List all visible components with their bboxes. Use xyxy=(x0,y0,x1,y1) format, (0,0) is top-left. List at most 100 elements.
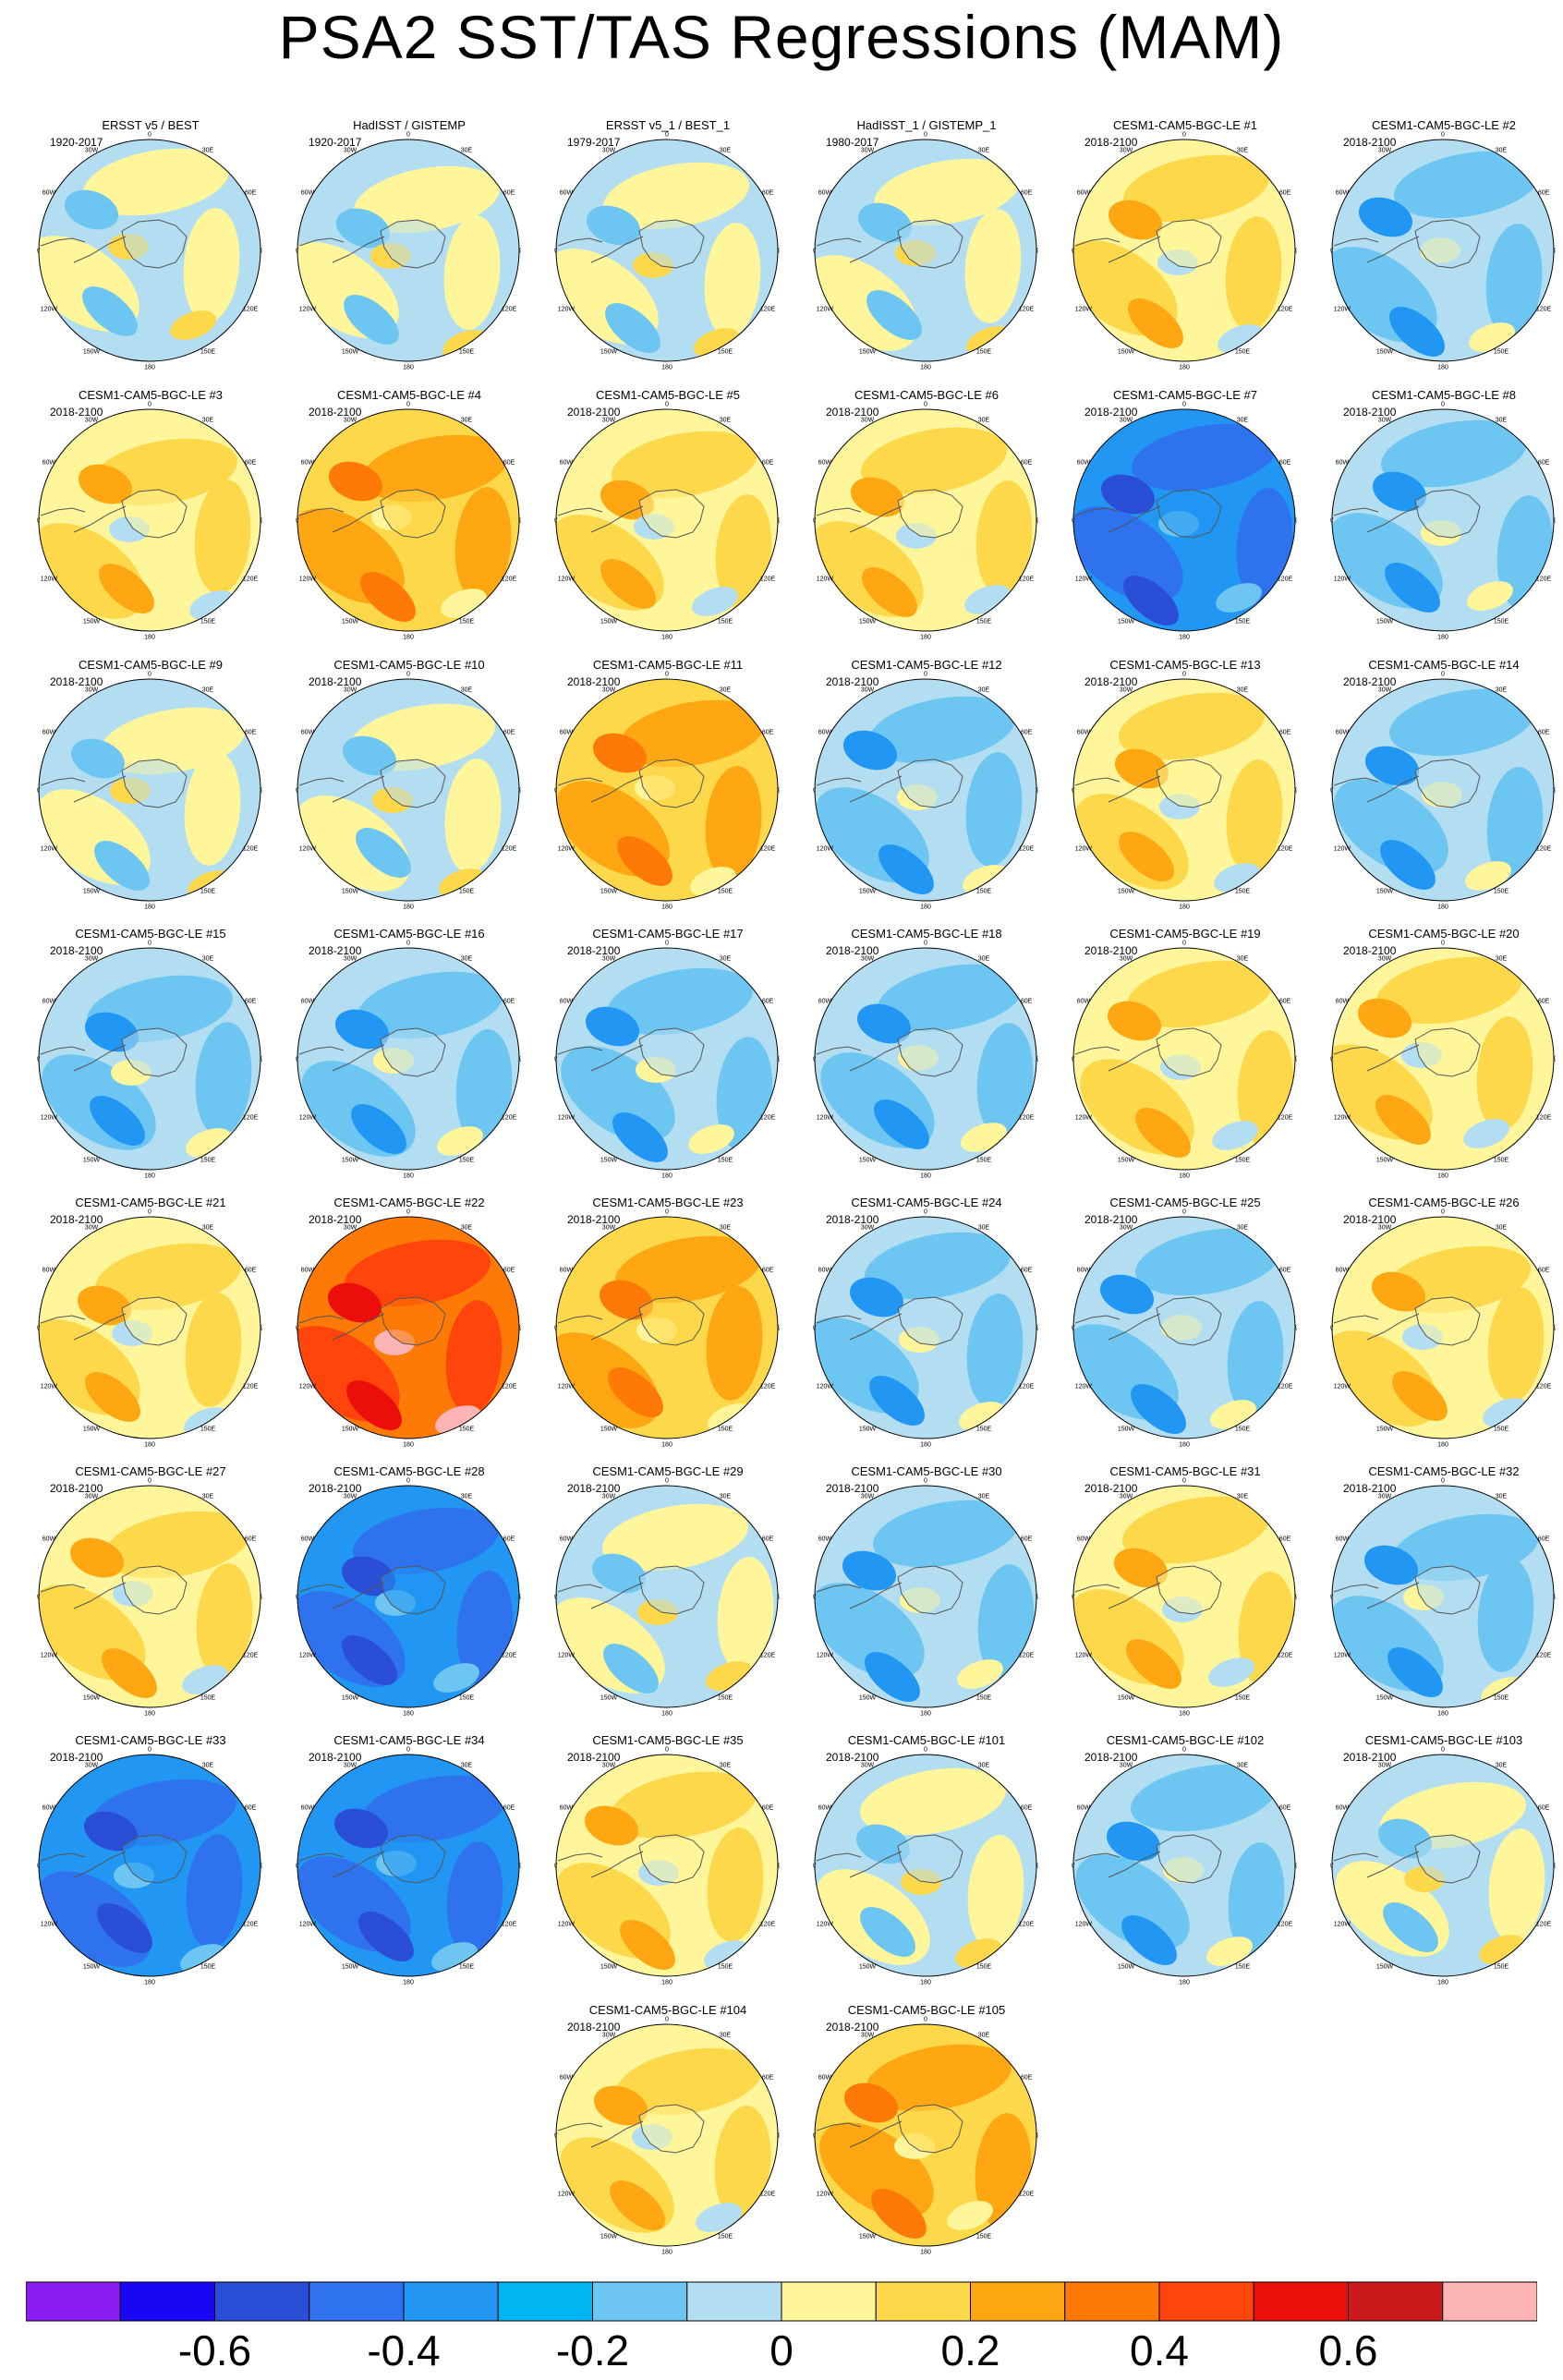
longitude-label: 90E xyxy=(260,788,262,795)
panel-years: 2018-2100 xyxy=(1084,136,1138,149)
polar-stereographic-map: 0 30E 60E 90E 120E 150E 180 150W 120W 90W 60W 30W xyxy=(554,672,780,910)
longitude-label: 90E xyxy=(1036,518,1038,525)
longitude-label: 30E xyxy=(978,2032,990,2038)
longitude-label: 60E xyxy=(1538,460,1550,467)
longitude-label: 30E xyxy=(720,2032,732,2038)
longitude-label: 120E xyxy=(1019,307,1035,313)
longitude-label: 60E xyxy=(762,999,774,1005)
map-panel: CESM1-CAM5-BGC-LE #11 2018-2100 0 30E 60E 90E… xyxy=(543,658,793,921)
longitude-label: 0 xyxy=(1441,402,1445,408)
south-america-coastline xyxy=(1333,507,1379,516)
longitude-label: 120E xyxy=(1536,1115,1552,1122)
panel-years: 2018-2100 xyxy=(1343,675,1397,688)
antarctica-coastline xyxy=(897,1296,963,1346)
polar-stereographic-map: 0 30E 60E 90E 120E 150E 180 150W 120W 90W 60W 30W xyxy=(1072,672,1297,910)
panel-years: 2018-2100 xyxy=(567,1213,621,1226)
longitude-label: 120E xyxy=(243,1922,259,1928)
longitude-label: 30E xyxy=(202,1762,214,1768)
longitude-label: 120E xyxy=(1019,2192,1035,2198)
panel-years: 2018-2100 xyxy=(50,1751,103,1764)
longitude-label: 150W xyxy=(859,1158,877,1164)
longitude-label: 60E xyxy=(1021,1268,1033,1274)
colorbar xyxy=(26,2281,1537,2322)
south-america-coastline xyxy=(1333,1046,1379,1055)
longitude-label: 60E xyxy=(1021,1805,1033,1812)
longitude-label: 30E xyxy=(461,955,473,962)
longitude-label: 30W xyxy=(85,417,99,423)
panel-title: CESM1-CAM5-BGC-LE #11 xyxy=(592,658,744,672)
longitude-label: 120E xyxy=(760,307,776,313)
longitude-label: 150E xyxy=(200,889,216,895)
polar-stereographic-map: 0 30E 60E 90E 120E 150E 180 150W 120W 90W 60W 30W xyxy=(37,941,262,1179)
longitude-label: 60W xyxy=(560,2075,574,2082)
antarctica-coastline xyxy=(638,1027,705,1077)
longitude-label: 60E xyxy=(1538,730,1550,736)
longitude-label: 120W xyxy=(299,1115,317,1122)
longitude-label: 120W xyxy=(558,1922,576,1928)
map-border xyxy=(297,1485,520,1708)
longitude-label: 90E xyxy=(1036,1864,1038,1870)
longitude-label: 30E xyxy=(720,1493,732,1500)
polar-stereographic-map: 0 30E 60E 90E 120E 150E 180 150W 120W 90W 60W 30W xyxy=(296,941,521,1179)
longitude-label: 120W xyxy=(1075,846,1093,853)
longitude-label: 0 xyxy=(406,1478,410,1485)
south-america-coastline xyxy=(816,1315,862,1324)
longitude-label: 30W xyxy=(861,1224,875,1231)
longitude-label: 150E xyxy=(459,1427,475,1433)
longitude-label: 0 xyxy=(1182,132,1186,139)
panel-title: CESM1-CAM5-BGC-LE #1 xyxy=(1112,118,1258,132)
antarctica-coastline xyxy=(1414,1296,1481,1346)
map-border xyxy=(814,678,1037,902)
longitude-label: 120W xyxy=(817,846,834,853)
colorbar-swatch xyxy=(1064,2281,1160,2322)
south-america-coastline xyxy=(40,1046,86,1055)
longitude-label: 150E xyxy=(976,349,992,356)
polar-stereographic-map: 0 30E 60E 90E 120E 150E 180 150W 120W 90W 60W 30W xyxy=(37,1209,262,1448)
polar-stereographic-map: 0 30E 60E 90E 120E 150E 180 150W 120W 90W 60W 30W xyxy=(813,132,1038,370)
longitude-label: 120E xyxy=(760,2192,776,2198)
panel-years: 1980-2017 xyxy=(826,136,879,149)
longitude-label: 60E xyxy=(503,1268,515,1274)
panel-title: ERSST v5_1 / BEST_1 xyxy=(605,118,731,132)
longitude-label: 30E xyxy=(1237,147,1249,153)
south-america-coastline xyxy=(1333,1584,1379,1593)
longitude-label: 90E xyxy=(1295,1864,1297,1870)
longitude-label: 120W xyxy=(817,2192,834,2198)
longitude-label: 90E xyxy=(1036,249,1038,255)
south-america-coastline xyxy=(1074,1046,1121,1055)
map-border xyxy=(555,947,779,1171)
longitude-label: 90W xyxy=(554,788,558,795)
longitude-label: 0 xyxy=(1182,672,1186,678)
longitude-label: 120W xyxy=(299,307,317,313)
longitude-label: 150W xyxy=(1376,1427,1394,1433)
longitude-label: 150W xyxy=(859,1964,877,1971)
longitude-label: 120W xyxy=(299,1653,317,1659)
longitude-label: 120E xyxy=(243,846,259,853)
longitude-label: 150W xyxy=(600,2234,618,2240)
longitude-label: 150E xyxy=(1235,1427,1251,1433)
longitude-label: 150E xyxy=(459,1695,475,1702)
longitude-label: 30W xyxy=(861,955,875,962)
longitude-label: 150E xyxy=(718,1158,733,1164)
longitude-label: 150W xyxy=(859,889,877,895)
panel-years: 2018-2100 xyxy=(309,1213,362,1226)
longitude-label: 120W xyxy=(817,1384,834,1390)
panel-years: 2018-2100 xyxy=(1343,944,1397,957)
antarctica-coastline xyxy=(897,759,963,808)
longitude-label: 30E xyxy=(1237,686,1249,693)
longitude-label: 120W xyxy=(299,1922,317,1928)
south-america-coastline xyxy=(40,507,86,516)
longitude-label: 90W xyxy=(554,1326,558,1332)
longitude-label: 30E xyxy=(202,1224,214,1231)
longitude-label: 120E xyxy=(1019,1384,1035,1390)
longitude-label: 90W xyxy=(37,788,41,795)
panel-years: 2018-2100 xyxy=(1084,1482,1138,1495)
longitude-label: 60E xyxy=(1538,999,1550,1005)
longitude-label: 90E xyxy=(1295,1326,1297,1332)
map-panel: CESM1-CAM5-BGC-LE #28 2018-2100 0 30E 60E 90E… xyxy=(285,1464,534,1728)
antarctica-coastline xyxy=(1156,1296,1222,1346)
map-border xyxy=(38,1216,261,1439)
map-panel: CESM1-CAM5-BGC-LE #20 2018-2100 0 30E 60E 90E… xyxy=(1319,927,1563,1190)
longitude-label: 0 xyxy=(148,1747,151,1754)
panel-years: 2018-2100 xyxy=(567,406,621,419)
